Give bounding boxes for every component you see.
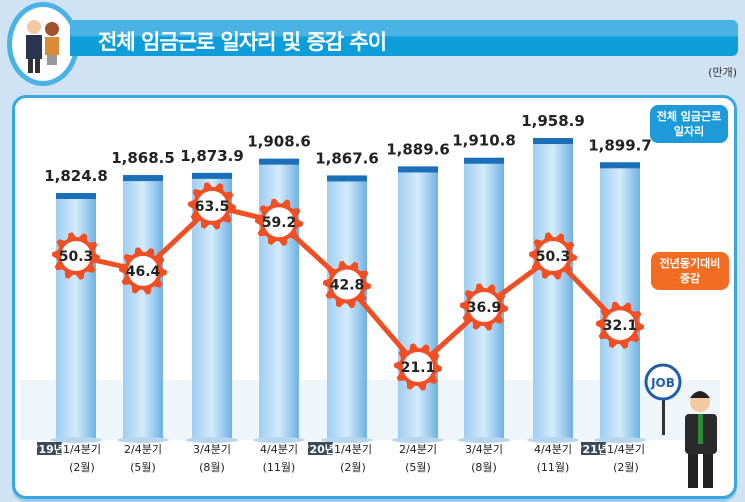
- bar-label: 1,889.6: [386, 140, 450, 158]
- year-label: '20년: [306, 442, 335, 456]
- bar-cap: [464, 157, 504, 164]
- bar: [327, 175, 367, 440]
- month-label: (8월): [199, 461, 225, 474]
- people-icon: [26, 20, 59, 73]
- year-badge: [308, 442, 333, 455]
- bar: [398, 166, 438, 440]
- bar-label: 1,873.9: [180, 147, 244, 165]
- point-label: 63.5: [195, 199, 230, 215]
- page-title: 전체 임금근로 일자리 및 증감 추이: [98, 30, 387, 54]
- unit-label: (만개): [708, 66, 737, 79]
- point-label: 42.8: [330, 278, 365, 294]
- quarter-label: 4/4분기: [260, 443, 298, 456]
- bar-base: [458, 437, 510, 443]
- point-label: 50.3: [536, 249, 571, 265]
- bar-cap: [123, 175, 163, 182]
- legend-change: 전년동기대비 증감: [651, 252, 729, 290]
- year-label: '21년: [579, 442, 608, 456]
- bar-base: [117, 437, 169, 443]
- bar-cap: [192, 172, 232, 179]
- quarter-label: 4/4분기: [534, 443, 572, 456]
- bar-base: [253, 437, 305, 443]
- point-marker: [61, 241, 91, 272]
- quarter-label: 1/4분기: [334, 443, 372, 456]
- month-label: (5월): [130, 461, 156, 474]
- bar-cap: [398, 166, 438, 173]
- bar-cap: [533, 138, 573, 145]
- point-marker: [469, 291, 499, 322]
- point-marker: [197, 190, 227, 221]
- point-label: 32.1: [603, 318, 638, 334]
- point-marker: [538, 241, 568, 272]
- bar: [56, 193, 96, 440]
- bar: [600, 162, 640, 440]
- point-marker: [264, 207, 294, 238]
- bar-cap: [56, 193, 96, 199]
- point-label: 36.9: [467, 300, 502, 316]
- bar-base: [50, 437, 102, 443]
- month-label: (11월): [263, 461, 296, 474]
- bar: [259, 158, 299, 440]
- legend-jobs-label: 전체 임금근로 일자리: [656, 110, 722, 138]
- bar-cap: [259, 158, 299, 165]
- year-badge: [581, 442, 606, 455]
- bar-label: 1,867.6: [315, 149, 379, 167]
- point-label: 50.3: [59, 249, 94, 265]
- bar-base: [594, 437, 646, 443]
- bar-base: [321, 437, 373, 443]
- quarter-label: 1/4분기: [607, 443, 645, 456]
- people-avatar-icon: [7, 2, 79, 86]
- bar-label: 1,908.6: [247, 133, 311, 151]
- month-label: (2월): [69, 461, 95, 474]
- quarter-label: 3/4분기: [193, 443, 231, 456]
- point-label: 46.4: [126, 264, 161, 280]
- bar-base: [392, 437, 444, 443]
- month-label: (11월): [537, 461, 570, 474]
- bar-base: [527, 437, 579, 443]
- quarter-label: 3/4분기: [465, 443, 503, 456]
- bar-label: 1,868.5: [111, 149, 175, 167]
- month-label: (5월): [405, 461, 431, 474]
- month-label: (2월): [613, 461, 639, 474]
- bar-cap: [327, 175, 367, 182]
- legend-change-label: 전년동기대비 증감: [659, 257, 721, 285]
- point-label: 21.1: [401, 360, 436, 376]
- point-marker: [332, 269, 362, 300]
- quarter-label: 2/4분기: [124, 443, 162, 456]
- bar-label: 1,824.8: [44, 167, 108, 185]
- bar-base: [186, 437, 238, 443]
- bar: [533, 138, 573, 441]
- month-label: (8월): [471, 461, 497, 474]
- bar-label: 1,910.8: [452, 132, 516, 150]
- point-label: 59.2: [262, 215, 297, 231]
- quarter-label: 2/4분기: [399, 443, 437, 456]
- quarter-label: 1/4분기: [63, 443, 101, 456]
- bar-label: 1,899.7: [588, 136, 652, 154]
- month-label: (2월): [340, 461, 366, 474]
- bar-cap: [600, 162, 640, 169]
- point-marker: [605, 310, 635, 341]
- bar: [123, 175, 163, 440]
- year-badge: [37, 442, 62, 455]
- point-marker: [128, 255, 158, 286]
- point-marker: [403, 352, 433, 382]
- title-bar: [70, 20, 738, 56]
- bar-label: 1,958.9: [521, 112, 585, 130]
- year-label: '19년: [35, 442, 64, 456]
- legend-jobs: 전체 임금근로 일자리: [650, 105, 728, 143]
